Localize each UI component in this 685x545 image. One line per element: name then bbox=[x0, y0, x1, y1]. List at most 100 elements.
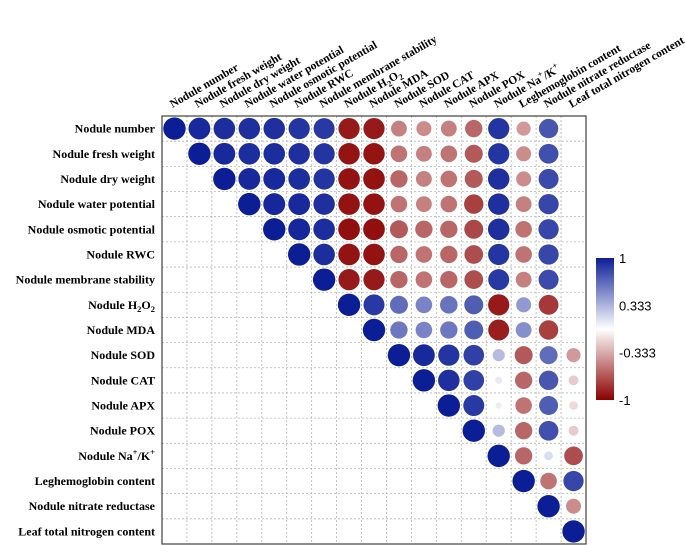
correlation-circle bbox=[213, 167, 236, 191]
correlation-circle bbox=[188, 142, 211, 165]
correlation-circle bbox=[390, 245, 408, 264]
correlation-circle bbox=[288, 143, 310, 165]
correlation-circle bbox=[462, 419, 485, 442]
correlation-circle bbox=[338, 117, 360, 140]
correlation-circle bbox=[495, 376, 503, 384]
correlation-circle bbox=[440, 145, 458, 163]
correlation-circle bbox=[463, 395, 485, 417]
correlation-circle bbox=[238, 168, 261, 190]
row-label: Nodule membrane stability bbox=[16, 273, 155, 287]
row-label: Nodule number bbox=[75, 122, 156, 136]
correlation-circle bbox=[412, 344, 435, 367]
color-legend: 1 0.333 -0.333 -1 bbox=[596, 251, 656, 408]
correlation-circle bbox=[313, 243, 335, 266]
correlation-circle bbox=[390, 145, 408, 163]
correlation-circle bbox=[363, 218, 385, 241]
correlation-circle bbox=[313, 168, 335, 190]
correlation-circle bbox=[488, 143, 510, 165]
correlation-circle bbox=[515, 271, 532, 288]
correlation-circle bbox=[263, 117, 285, 140]
correlation-circle bbox=[538, 370, 559, 391]
legend-tick-label: 1 bbox=[619, 251, 626, 266]
correlation-circle bbox=[464, 245, 484, 264]
correlation-circle bbox=[313, 218, 335, 241]
correlation-circle bbox=[338, 243, 360, 266]
correlation-circle bbox=[488, 243, 510, 266]
correlation-circle bbox=[390, 321, 408, 339]
correlation-circle bbox=[464, 270, 484, 290]
correlation-circle bbox=[287, 243, 311, 266]
row-label: Nodule RWC bbox=[86, 247, 155, 261]
correlation-circle bbox=[568, 425, 579, 436]
correlation-circle bbox=[566, 498, 582, 514]
correlation-circle bbox=[515, 397, 532, 414]
correlation-circle bbox=[563, 470, 584, 492]
correlation-circle bbox=[539, 346, 558, 365]
correlation-circle bbox=[313, 193, 335, 215]
correlation-circle bbox=[515, 322, 532, 338]
correlation-circle bbox=[363, 243, 385, 266]
grid bbox=[161, 115, 587, 545]
correlation-circle bbox=[415, 246, 433, 263]
correlation-circle bbox=[464, 320, 484, 340]
correlation-circle bbox=[488, 319, 510, 341]
correlation-circle bbox=[538, 244, 559, 265]
row-label: Nodule MDA bbox=[87, 323, 156, 337]
correlation-circle bbox=[537, 495, 560, 518]
row-label: Nodule H2O2 bbox=[88, 298, 155, 314]
correlation-circle bbox=[539, 396, 559, 416]
correlation-circle bbox=[312, 268, 336, 291]
correlation-circle bbox=[538, 269, 559, 290]
correlation-circle bbox=[338, 269, 360, 291]
correlation-circle bbox=[288, 117, 310, 140]
legend-tick-label: -0.333 bbox=[619, 346, 656, 361]
correlation-circle bbox=[438, 369, 460, 392]
correlation-circle bbox=[562, 520, 585, 543]
correlation-circle bbox=[389, 220, 408, 239]
correlation-circle bbox=[391, 120, 407, 137]
correlation-circle bbox=[437, 394, 461, 417]
row-label: Leaf total nitrogen content bbox=[18, 524, 155, 538]
correlation-circle bbox=[464, 219, 484, 239]
correlation-circle bbox=[263, 142, 286, 165]
correlation-circle bbox=[464, 194, 484, 214]
row-label: Nodule dry weight bbox=[60, 172, 155, 186]
row-label: Nodule Na+/K+ bbox=[78, 447, 155, 463]
correlation-circle bbox=[163, 117, 186, 140]
correlation-circle bbox=[415, 296, 433, 314]
correlation-circle bbox=[387, 343, 411, 367]
correlation-circle bbox=[463, 370, 485, 391]
correlation-circle bbox=[338, 143, 360, 165]
correlation-circle bbox=[363, 294, 385, 316]
correlation-circle bbox=[213, 142, 236, 165]
correlation-circle bbox=[487, 168, 510, 190]
correlation-circle bbox=[288, 218, 311, 241]
correlation-circle bbox=[515, 196, 532, 213]
correlation-circle bbox=[415, 271, 433, 288]
correlation-circle bbox=[263, 218, 286, 241]
correlation-circle bbox=[512, 469, 535, 493]
correlation-circle bbox=[440, 170, 458, 188]
correlation-circle bbox=[363, 168, 385, 190]
correlation-circle bbox=[238, 192, 261, 216]
correlation-circle bbox=[487, 193, 510, 215]
correlation-circle bbox=[363, 269, 385, 291]
correlation-circle bbox=[415, 321, 433, 339]
correlation-circle bbox=[538, 294, 559, 315]
legend-tick-label: 0.333 bbox=[619, 298, 652, 313]
correlation-circle bbox=[416, 121, 432, 137]
correlation-circle bbox=[464, 295, 484, 315]
correlation-circle bbox=[338, 168, 360, 190]
row-labels: Nodule number Nodule fresh weight Nodule d… bbox=[16, 122, 156, 539]
row-label: Nodule fresh weight bbox=[53, 147, 155, 161]
correlation-circle bbox=[515, 220, 532, 238]
correlation-circle bbox=[415, 171, 432, 187]
correlation-circle bbox=[238, 142, 261, 165]
row-label: Nodule SOD bbox=[91, 348, 156, 362]
correlation-circle bbox=[538, 143, 559, 164]
correlation-circle bbox=[390, 170, 408, 188]
correlation-circle bbox=[538, 193, 559, 215]
correlation-circle bbox=[464, 144, 483, 163]
correlation-circle bbox=[538, 168, 559, 189]
